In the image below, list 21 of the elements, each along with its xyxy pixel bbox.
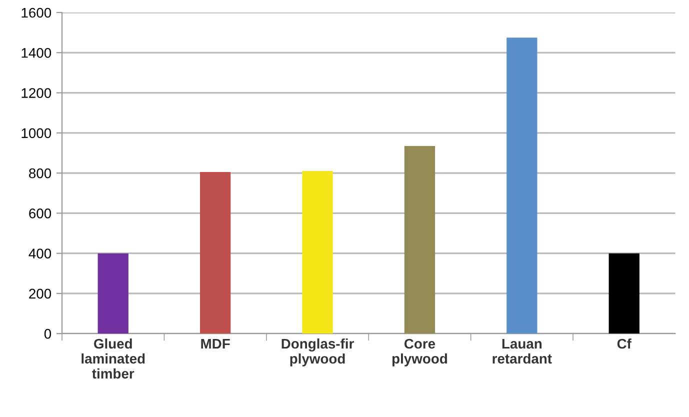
y-tick-label: 200 <box>29 288 52 299</box>
x-tick-label: Lauan retardant <box>492 338 552 364</box>
x-tick-label: Cf <box>617 338 632 349</box>
y-tick-label: 1400 <box>22 48 52 58</box>
y-tick-label: 1200 <box>22 88 52 98</box>
bar <box>506 38 538 334</box>
bar <box>302 171 333 334</box>
x-tick-label: MDF <box>201 338 230 349</box>
bar <box>404 146 436 334</box>
bar <box>98 253 128 334</box>
x-tick-label: Core plywood <box>392 338 447 366</box>
y-tick-label: 1000 <box>22 128 52 138</box>
bar <box>608 253 640 334</box>
x-tick-label: Glued laminated timber <box>82 338 145 379</box>
y-tick-label: 600 <box>29 208 52 218</box>
y-tick-label: 0 <box>44 328 52 339</box>
bar <box>200 172 231 334</box>
y-tick-label: 1600 <box>22 8 52 18</box>
y-tick-label: 400 <box>28 248 52 258</box>
y-tick-label: 800 <box>29 168 52 178</box>
x-tick-label: Donglas-fir plywood <box>282 338 354 366</box>
